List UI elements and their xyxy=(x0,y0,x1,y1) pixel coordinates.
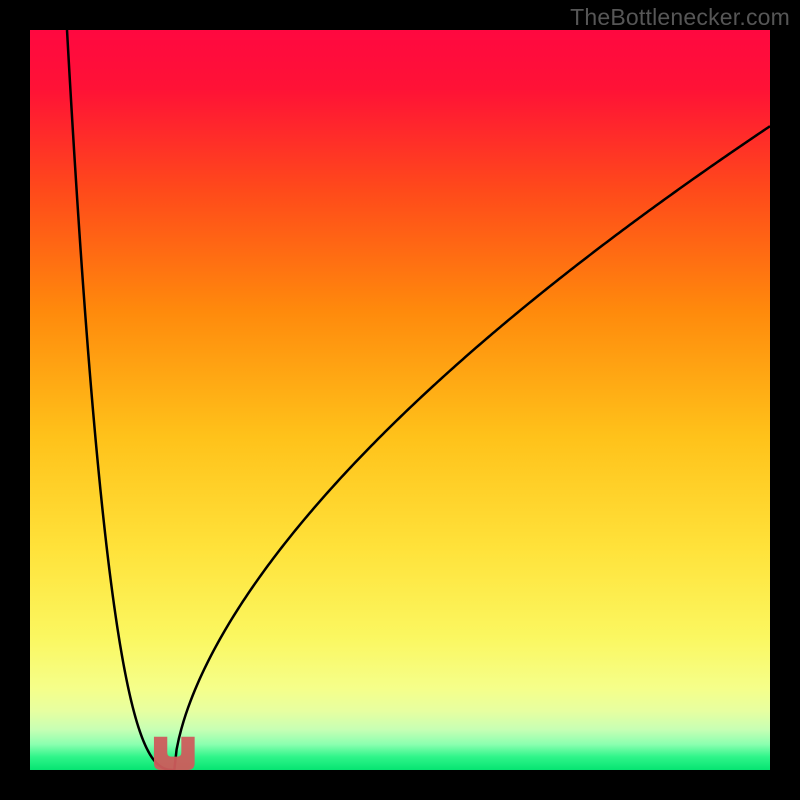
bottleneck-chart xyxy=(0,0,800,800)
chart-background xyxy=(30,30,770,770)
watermark-text: TheBottlenecker.com xyxy=(570,4,790,31)
